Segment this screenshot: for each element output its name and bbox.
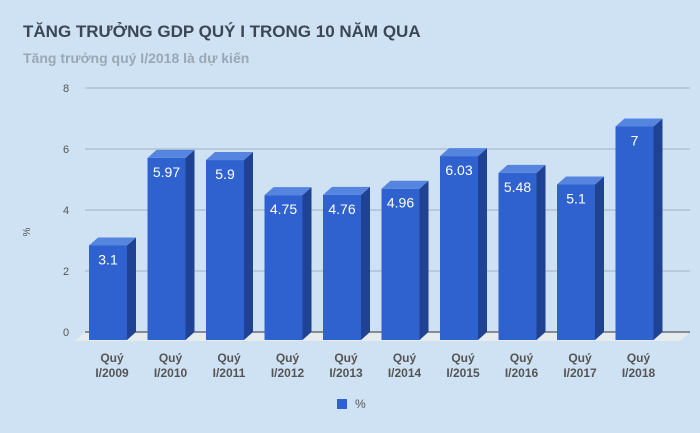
data-label: 3.1 — [98, 251, 118, 267]
legend-swatch — [337, 399, 347, 409]
bar — [498, 172, 537, 340]
bar-top — [498, 164, 546, 173]
data-label: 4.75 — [270, 201, 297, 217]
bar-top — [147, 149, 195, 158]
data-label: 5.48 — [504, 179, 531, 195]
bar-side — [127, 237, 136, 340]
data-label: 4.96 — [387, 195, 414, 211]
y-tick-label: 2 — [63, 266, 69, 278]
data-label: 6.03 — [445, 162, 472, 178]
bar-top — [440, 148, 487, 157]
x-tick-label: Quý — [276, 351, 300, 365]
bar-top — [557, 176, 604, 185]
x-tick-label: Quý — [451, 351, 475, 365]
data-label: 5.1 — [566, 190, 586, 206]
chart-subtitle: Tăng trưởng quý I/2018 là dự kiến — [23, 50, 250, 66]
bar-side — [653, 118, 663, 340]
x-tick-label: Quý — [100, 351, 124, 365]
x-tick-label: I/2012 — [271, 366, 305, 380]
x-tick-label: I/2015 — [446, 366, 480, 380]
bar-side — [302, 187, 312, 340]
bar — [89, 245, 127, 340]
y-tick-label: 4 — [63, 205, 69, 217]
data-label: 4.76 — [328, 201, 355, 217]
x-tick-label: I/2009 — [95, 366, 129, 380]
x-tick-label: I/2014 — [388, 366, 422, 380]
x-tick-label: Quý — [568, 351, 592, 365]
x-tick-label: Quý — [627, 351, 651, 365]
x-tick-label: Quý — [217, 351, 241, 365]
data-label: 7 — [631, 133, 639, 149]
bar-side — [244, 152, 253, 340]
legend-label: % — [355, 397, 366, 411]
y-tick-label: 8 — [63, 83, 69, 95]
x-tick-label: I/2010 — [154, 366, 188, 380]
bar — [147, 157, 186, 340]
x-tick-label: Quý — [393, 351, 417, 365]
bar — [615, 126, 654, 340]
bar — [323, 194, 361, 340]
y-tick-label: 0 — [63, 327, 69, 339]
x-tick-label: Quý — [510, 351, 534, 365]
bar-side — [361, 186, 370, 340]
bar — [440, 156, 478, 340]
bar — [381, 188, 420, 340]
y-axis-label: % — [22, 227, 33, 236]
bar-side — [419, 180, 429, 340]
bar — [206, 160, 244, 340]
x-tick-label: I/2016 — [505, 366, 539, 380]
bar-side — [595, 176, 604, 340]
data-label: 5.9 — [215, 166, 235, 182]
bar-top — [264, 187, 312, 196]
bar — [264, 195, 303, 340]
bar-side — [536, 164, 546, 340]
bar-side — [478, 148, 487, 340]
bar — [557, 184, 595, 340]
x-tick-label: Quý — [159, 351, 183, 365]
x-tick-label: I/2017 — [563, 366, 597, 380]
bar-top — [206, 152, 253, 161]
x-tick-label: I/2013 — [329, 366, 363, 380]
x-tick-label: I/2011 — [213, 366, 246, 380]
chart-title: TĂNG TRƯỞNG GDP QUÝ I TRONG 10 NĂM QUA — [23, 22, 421, 41]
data-label: 5.97 — [153, 164, 180, 180]
x-tick-label: I/2018 — [622, 366, 656, 380]
x-tick-label: Quý — [334, 351, 358, 365]
bar-top — [323, 186, 370, 195]
bar-top — [381, 180, 429, 189]
bar-top — [89, 237, 136, 246]
y-tick-label: 6 — [63, 144, 69, 156]
bar-side — [185, 149, 195, 340]
bar-top — [615, 118, 663, 127]
